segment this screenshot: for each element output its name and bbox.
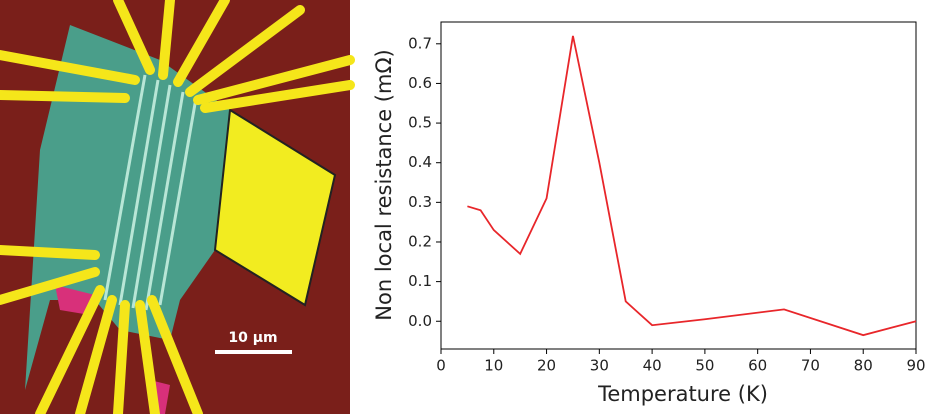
y-tick-label: 0.2 <box>408 232 432 250</box>
y-tick-label: 0.6 <box>408 74 432 92</box>
data-line <box>467 36 916 335</box>
x-tick-label: 50 <box>695 357 714 375</box>
y-tick-label: 0.1 <box>408 272 432 290</box>
x-tick-label: 90 <box>906 357 925 375</box>
x-tick-label: 60 <box>748 357 767 375</box>
y-axis-label: Non local resistance (mΩ) <box>372 49 396 320</box>
x-tick-label: 80 <box>854 357 873 375</box>
x-tick-label: 40 <box>643 357 662 375</box>
x-tick-label: 70 <box>801 357 820 375</box>
chart: Temperature (K) Non local resistance (mΩ… <box>372 22 926 406</box>
x-tick-label: 10 <box>484 357 503 375</box>
micrograph: 10 μm <box>0 0 350 414</box>
x-tick-label: 0 <box>436 357 446 375</box>
x-tick-label: 30 <box>590 357 609 375</box>
y-tick-label: 0.4 <box>408 153 432 171</box>
y-tick-label: 0.3 <box>408 193 432 211</box>
y-tick-label: 0.7 <box>408 34 432 52</box>
y-tick-label: 0.0 <box>408 312 432 330</box>
scale-label: 10 μm <box>228 330 277 346</box>
page: 10 μm Temperature (K) Non local resistan… <box>0 0 927 414</box>
y-tick-label: 0.5 <box>408 114 432 132</box>
x-axis-label: Temperature (K) <box>597 382 768 406</box>
axes-frame <box>441 22 916 349</box>
x-tick-label: 20 <box>537 357 556 375</box>
